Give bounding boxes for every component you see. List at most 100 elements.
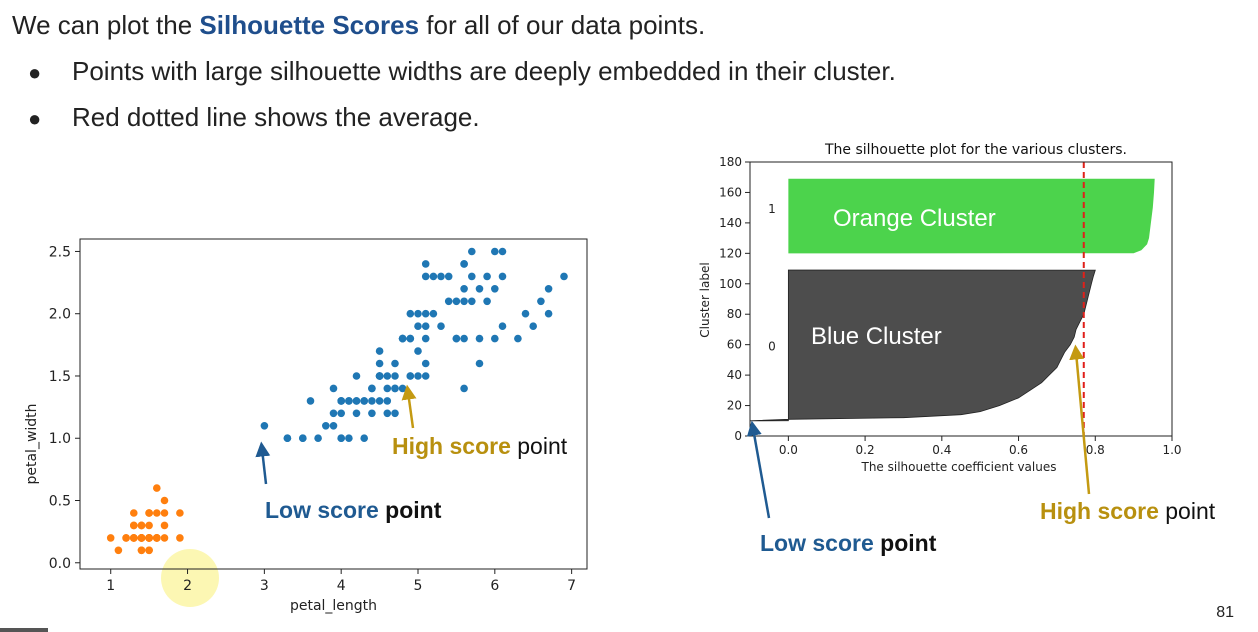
bullet-text: Red dotted line shows the average. bbox=[72, 102, 480, 132]
orange-data-point bbox=[160, 509, 169, 517]
blue-data-point bbox=[375, 397, 384, 405]
orange-data-point bbox=[130, 509, 138, 517]
blue-data-point bbox=[383, 384, 392, 393]
blue-data-point bbox=[491, 285, 499, 293]
blue-data-point bbox=[337, 409, 346, 418]
blue-data-point bbox=[414, 309, 422, 318]
blue-data-point bbox=[437, 322, 445, 331]
silhouette-title: The silhouette plot for the various clus… bbox=[824, 142, 1127, 158]
annotations: High score point Low score point High scor… bbox=[255, 344, 1216, 556]
blue-data-point bbox=[406, 309, 415, 318]
orange-data-point bbox=[137, 521, 146, 530]
blue-data-point bbox=[383, 409, 392, 418]
blue-data-point bbox=[444, 272, 453, 281]
heading-highlight: Silhouette Scores bbox=[199, 10, 420, 40]
blue-data-point bbox=[299, 434, 307, 443]
blue-data-point bbox=[375, 372, 384, 380]
y-tick-label: 2.5 bbox=[49, 244, 71, 260]
blue-data-point bbox=[414, 322, 422, 331]
blue-data-point bbox=[560, 272, 568, 281]
blue-cluster-silhouette bbox=[749, 269, 1096, 422]
blue-data-point bbox=[368, 397, 376, 405]
y-tick-label: 40 bbox=[727, 368, 742, 382]
y-axis-label: Cluster label bbox=[698, 262, 712, 337]
blue-data-point bbox=[429, 272, 438, 281]
y-tick-label: 20 bbox=[727, 399, 742, 413]
page-number: 81 bbox=[1216, 604, 1234, 621]
x-tick-label: 6 bbox=[490, 578, 499, 594]
blue-data-point bbox=[475, 285, 484, 293]
orange-data-point bbox=[176, 509, 184, 517]
corner-bar bbox=[0, 628, 48, 632]
x-tick-label: 1 bbox=[106, 578, 115, 594]
blue-data-point bbox=[491, 334, 499, 343]
y-tick-label: 120 bbox=[719, 246, 742, 260]
heading-text: We can plot the bbox=[12, 10, 200, 40]
y-tick-label: 80 bbox=[727, 307, 742, 321]
blue-data-point bbox=[491, 247, 499, 256]
y-axis-label: petal_width bbox=[24, 403, 40, 484]
orange-data-point bbox=[145, 509, 153, 517]
highlight-circle bbox=[161, 549, 219, 607]
y-tick-label: 1.5 bbox=[49, 369, 71, 385]
high-score-annotation: High score point bbox=[392, 433, 568, 459]
orange-data-point bbox=[130, 534, 138, 542]
cluster-index-label: 1 bbox=[768, 202, 776, 216]
y-tick-label: 0.0 bbox=[49, 556, 71, 572]
blue-data-point bbox=[406, 372, 415, 380]
orange-data-point bbox=[153, 509, 161, 517]
blue-data-point bbox=[460, 384, 468, 393]
blue-data-point bbox=[437, 272, 445, 281]
blue-data-point bbox=[383, 372, 392, 380]
orange-cluster-name: Orange Cluster bbox=[833, 205, 996, 232]
y-tick-label: 140 bbox=[719, 216, 742, 230]
bullet-icon: ● bbox=[28, 106, 42, 131]
blue-data-point bbox=[421, 272, 430, 281]
orange-data-point bbox=[122, 534, 130, 542]
blue-data-point bbox=[322, 422, 330, 430]
blue-data-point bbox=[414, 372, 422, 380]
blue-data-point bbox=[345, 397, 353, 405]
blue-data-point bbox=[352, 372, 361, 380]
bullet-text: Points with large silhouette widths are … bbox=[72, 56, 896, 86]
silhouette-chart: 0 Blue Cluster 1 Orange Cluster 0.0 0.2 0.4 0.6… bbox=[698, 142, 1182, 474]
blue-data-point bbox=[314, 434, 322, 443]
blue-data-point bbox=[283, 434, 292, 443]
bullet-item: ● Red dotted line shows the average. bbox=[28, 102, 480, 133]
y-tick-label: 1.0 bbox=[49, 431, 71, 447]
blue-data-point bbox=[452, 297, 461, 306]
x-tick-label: 0.8 bbox=[1086, 443, 1105, 457]
bullet-icon: ● bbox=[28, 60, 42, 85]
blue-data-point bbox=[421, 322, 430, 331]
blue-data-point bbox=[383, 397, 392, 405]
blue-data-point bbox=[329, 409, 338, 418]
blue-data-point bbox=[414, 347, 422, 355]
blue-cluster-name: Blue Cluster bbox=[811, 323, 942, 350]
blue-data-point bbox=[337, 397, 346, 405]
heading-text-end: for all of our data points. bbox=[419, 10, 706, 40]
blue-data-point bbox=[329, 422, 338, 430]
orange-data-point bbox=[160, 521, 169, 530]
blue-data-point bbox=[498, 322, 507, 331]
x-tick-label: 0.6 bbox=[1009, 443, 1028, 457]
blue-data-point bbox=[329, 384, 338, 393]
blue-data-point bbox=[260, 422, 269, 430]
orange-data-point bbox=[176, 534, 184, 542]
orange-data-point bbox=[145, 521, 153, 530]
blue-data-point bbox=[421, 260, 430, 268]
low-score-annotation: Low score point bbox=[265, 497, 442, 523]
blue-data-point bbox=[460, 285, 468, 293]
blue-data-point bbox=[468, 272, 476, 281]
blue-data-point bbox=[475, 334, 484, 343]
blue-data-point bbox=[360, 397, 369, 405]
y-tick-label: 100 bbox=[719, 277, 742, 291]
blue-data-point bbox=[352, 397, 361, 405]
blue-data-point bbox=[421, 372, 430, 380]
blue-data-point bbox=[306, 397, 315, 405]
blue-data-point bbox=[421, 359, 430, 368]
orange-data-point bbox=[153, 534, 161, 542]
blue-data-point bbox=[475, 359, 484, 368]
high-score-arrow bbox=[401, 384, 417, 429]
blue-data-point bbox=[398, 334, 407, 343]
blue-data-point bbox=[375, 359, 384, 368]
